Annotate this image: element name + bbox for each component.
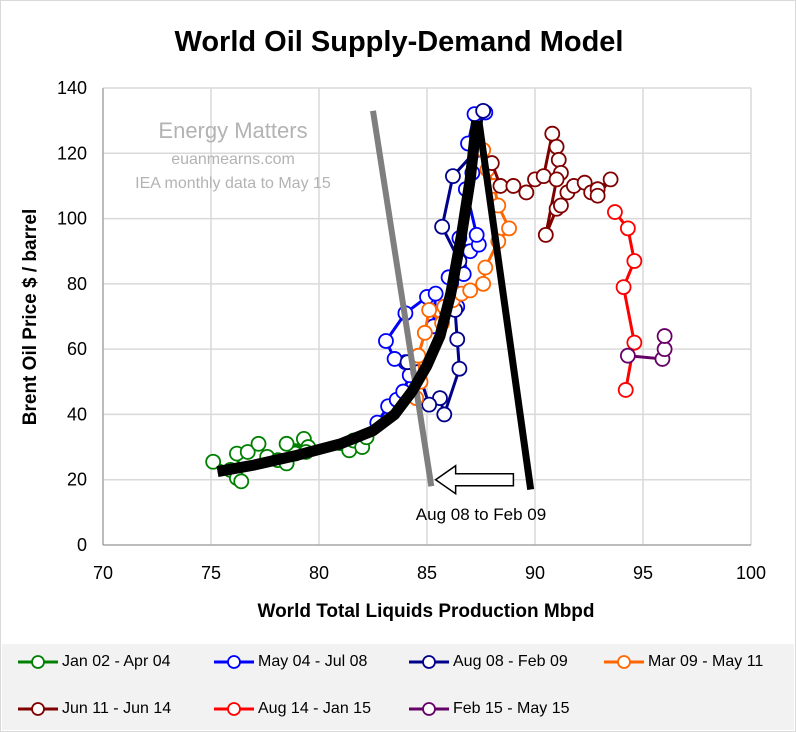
y-tick-label: 80 <box>67 274 87 294</box>
series-4 <box>483 125 619 243</box>
x-tick-label: 85 <box>417 563 437 583</box>
series-line <box>613 211 636 391</box>
data-point <box>449 331 466 348</box>
series-5 <box>607 204 643 398</box>
annotation-label: Aug 08 to Feb 09 <box>416 505 546 524</box>
legend-label: May 04 - Jul 08 <box>258 653 368 670</box>
data-point <box>550 151 567 168</box>
data-point <box>544 125 561 142</box>
data-point <box>477 259 494 276</box>
data-point <box>416 324 433 341</box>
data-point <box>250 435 267 452</box>
supply-curve <box>216 120 483 477</box>
legend-marker-icon <box>18 655 58 669</box>
data-point <box>602 171 619 188</box>
chart-title: World Oil Supply-Demand Model <box>175 26 624 58</box>
data-point <box>378 333 394 349</box>
data-point <box>386 351 403 367</box>
data-point <box>617 382 634 398</box>
data-point <box>427 285 444 302</box>
data-point <box>626 253 643 269</box>
series-6 <box>619 328 673 367</box>
data-point <box>607 204 623 220</box>
data-point <box>619 220 636 237</box>
data-point <box>535 168 552 185</box>
legend-item: Jun 11 - Jun 14 <box>16 699 171 719</box>
legend-marker-icon <box>18 702 58 716</box>
x-tick-label: 70 <box>93 563 113 583</box>
legend-item: May 04 - Jul 08 <box>212 652 367 672</box>
watermark-line-1: Energy Matters <box>158 118 307 143</box>
data-point <box>548 171 565 188</box>
data-point <box>615 279 632 296</box>
data-point <box>518 184 535 201</box>
data-point <box>205 453 222 470</box>
data-point <box>239 444 256 460</box>
legend-marker-icon <box>214 702 254 716</box>
data-point <box>475 275 492 292</box>
data-point <box>589 187 606 204</box>
data-point <box>434 218 451 235</box>
legend-label: Mar 09 - May 11 <box>648 653 764 670</box>
watermark-line-3: IEA monthly data to May 15 <box>135 175 331 192</box>
y-tick-label: 100 <box>57 209 87 229</box>
legend: Jan 02 - Apr 04 May 04 - Jul 08 Aug 08 - F… <box>2 644 794 730</box>
data-point <box>421 396 438 413</box>
x-tick-label: 95 <box>633 563 653 583</box>
data-point <box>436 406 453 423</box>
legend-item: Jan 02 - Apr 04 <box>16 652 171 672</box>
legend-item: Aug 08 - Feb 09 <box>407 652 568 672</box>
data-point <box>233 473 250 490</box>
data-point <box>537 226 554 243</box>
data-point <box>451 360 468 377</box>
x-axis-label: World Total Liquids Production Mbpd <box>257 601 594 622</box>
data-point <box>445 168 461 185</box>
x-tick-label: 80 <box>309 563 329 583</box>
y-tick-label: 140 <box>57 78 87 98</box>
legend-item: Mar 09 - May 11 <box>602 652 763 672</box>
legend-label: Aug 14 - Jan 15 <box>258 700 371 717</box>
legend-marker-icon <box>409 655 449 669</box>
y-tick-label: 120 <box>57 143 87 163</box>
legend-label: Jun 11 - Jun 14 <box>62 700 172 717</box>
data-point <box>626 334 643 351</box>
data-point <box>278 435 295 452</box>
y-tick-label: 0 <box>77 535 87 555</box>
supply-drop-line <box>475 120 535 490</box>
legend-item: Feb 15 - May 15 <box>407 699 570 719</box>
watermark-line-2: euanmearns.com <box>171 151 295 168</box>
data-point <box>492 178 509 194</box>
data-point <box>656 341 673 358</box>
data-point <box>421 302 438 318</box>
legend-marker-icon <box>604 655 644 669</box>
data-point <box>462 282 479 299</box>
y-tick-label: 20 <box>67 470 87 490</box>
data-point <box>656 328 673 344</box>
arrow-left-icon <box>434 464 515 496</box>
data-point <box>505 178 522 194</box>
data-point <box>468 226 485 243</box>
legend-marker-icon <box>409 702 449 716</box>
y-axis-label: Brent Oil Price $ / barrel <box>20 209 41 425</box>
data-point <box>548 138 565 155</box>
y-tick-label: 40 <box>67 404 87 424</box>
x-tick-label: 75 <box>201 563 221 583</box>
x-tick-label: 90 <box>525 563 545 583</box>
legend-label: Jan 02 - Apr 04 <box>62 653 171 670</box>
chart-svg: World Oil Supply-Demand Model 70 75 80 85 90… <box>20 26 766 622</box>
demand-line <box>370 110 435 487</box>
legend-marker-icon <box>214 655 254 669</box>
legend-item: Aug 14 - Jan 15 <box>212 699 371 719</box>
data-point <box>501 220 517 237</box>
data-point <box>475 102 492 119</box>
data-point <box>553 197 569 214</box>
y-tick-label: 60 <box>67 339 87 359</box>
legend-label: Aug 08 - Feb 09 <box>453 653 568 670</box>
x-tick-label: 100 <box>736 563 766 583</box>
legend-label: Feb 15 - May 15 <box>453 700 570 717</box>
data-point <box>619 347 636 364</box>
